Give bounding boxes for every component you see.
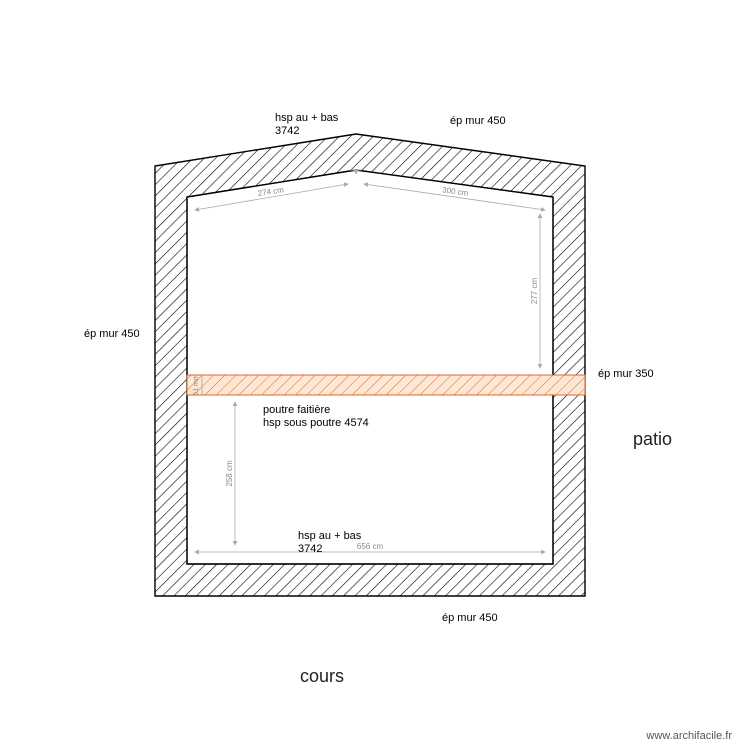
label-ep-left: ép mur 450: [84, 328, 140, 341]
svg-text:277 cm: 277 cm: [530, 278, 539, 305]
label-cours: cours: [300, 666, 344, 687]
footer-link: www.archifacile.fr: [646, 730, 732, 742]
label-hsp-bot: hsp au + bas 3742: [298, 530, 361, 556]
svg-text:274 cm: 274 cm: [257, 185, 285, 198]
svg-text:61 mm: 61 mm: [193, 374, 200, 396]
svg-text:258 cm: 258 cm: [225, 460, 234, 487]
label-poutre: poutre faitière hsp sous poutre 4574: [263, 404, 369, 430]
label-ep-right: ép mur 350: [598, 368, 654, 381]
label-ep-bottom: ép mur 450: [442, 612, 498, 625]
label-ep-top: ép mur 450: [450, 115, 506, 128]
label-patio: patio: [633, 429, 672, 450]
label-hsp-top: hsp au + bas 3742: [275, 112, 338, 138]
